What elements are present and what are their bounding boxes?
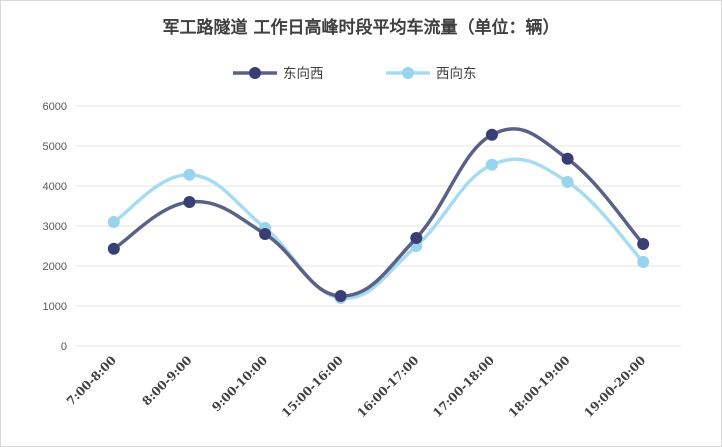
series-0-point-7 xyxy=(637,238,650,250)
x-tick-label-6: 18:00-19:00 xyxy=(506,353,573,420)
series-0-point-5 xyxy=(485,128,498,141)
series-1-point-5 xyxy=(485,158,498,171)
series-1-point-1 xyxy=(183,168,196,181)
series-1-point-6 xyxy=(561,176,574,188)
y-tick-label-0: 0 xyxy=(61,341,67,353)
y-tick-label-4000: 4000 xyxy=(43,181,67,193)
legend-swatch-marker-1 xyxy=(402,67,414,79)
legend-swatch-marker-0 xyxy=(249,67,261,79)
series-0-point-3 xyxy=(334,290,347,302)
series-0-point-1 xyxy=(183,196,196,208)
y-tick-label-2000: 2000 xyxy=(43,261,67,273)
series-1-point-7 xyxy=(637,256,650,268)
chart-title: 军工路隧道 工作日高峰时段平均车流量（单位：辆） xyxy=(162,18,560,38)
series-0-point-6 xyxy=(561,152,574,165)
x-tick-label-3: 15:00-16:00 xyxy=(279,353,346,420)
series-0-point-2 xyxy=(259,228,272,240)
x-tick-label-7: 19:00-20:00 xyxy=(581,353,648,420)
legend-label-1: 西向东 xyxy=(436,66,477,82)
x-tick-label-2: 9:00-10:00 xyxy=(209,353,270,414)
series-1-point-0 xyxy=(107,216,120,228)
y-tick-label-6000: 6000 xyxy=(43,101,67,113)
x-tick-label-0: 7:00-8:00 xyxy=(64,353,119,408)
series-line-1 xyxy=(112,157,645,300)
x-tick-label-5: 17:00-18:00 xyxy=(430,353,497,420)
series-0-point-0 xyxy=(107,242,120,255)
series-0-point-4 xyxy=(410,232,423,244)
y-tick-label-5000: 5000 xyxy=(43,141,67,153)
legend-label-0: 东向西 xyxy=(283,66,324,82)
series-line-0 xyxy=(112,127,645,298)
y-tick-label-1000: 1000 xyxy=(43,301,67,313)
x-tick-label-1: 8:00-9:00 xyxy=(139,353,194,408)
y-tick-label-3000: 3000 xyxy=(43,221,67,233)
x-tick-label-4: 16:00-17:00 xyxy=(355,353,422,420)
